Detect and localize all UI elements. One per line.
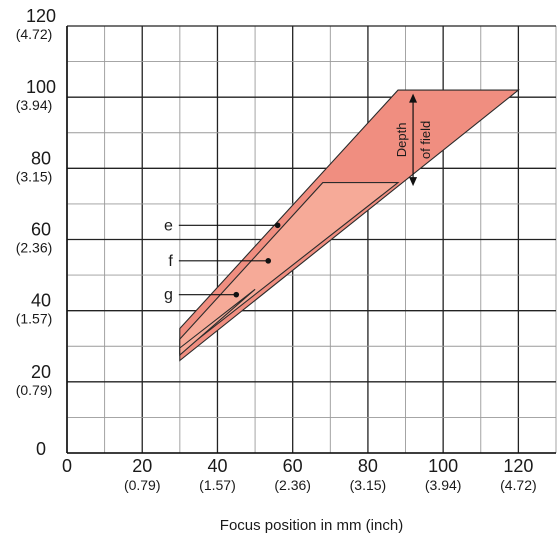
x-tick-sublabel: (0.79) [124,477,161,493]
x-tick-label: 0 [62,456,72,476]
x-tick-label: 60 [283,456,303,476]
x-tick-label: 80 [358,456,378,476]
x-tick-label: 20 [132,456,152,476]
x-tick-label: 40 [207,456,227,476]
marker-label-g: g [164,287,173,304]
dof-label-line1: Depth [394,123,409,158]
area-g [179,288,256,357]
y-tick-label: 60 [31,220,51,240]
x-tick-sublabel: (1.57) [199,477,236,493]
series-markers: e fg [164,217,281,304]
dof-arrow-head-bottom [409,177,418,187]
x-axis-label: Focus position in mm (inch) [220,517,403,534]
y-tick-label: 120 [26,6,56,26]
y-tick-label: 40 [31,291,51,311]
y-tick-sublabel: (2.36) [16,240,53,256]
x-tick-sublabel: (3.15) [350,477,387,493]
dof-arrow-head-top [409,93,418,103]
y-tick-sublabel: (3.15) [16,168,53,184]
tick-labels: 020(0.79)40(1.57)60(2.36)80(3.15)100(3.9… [16,6,537,493]
marker-dot-e [274,222,281,229]
y-tick-label: 100 [26,77,56,97]
area-f [179,182,400,355]
plot-frame [66,26,556,454]
marker-label-f: f [168,253,173,270]
marker-dot-f [265,258,272,264]
x-tick-label: 100 [428,456,458,476]
y-tick-sublabel: (1.57) [16,311,53,327]
x-tick-sublabel: (3.94) [425,477,462,493]
y-tick-label: 0 [36,439,46,459]
y-tick-sublabel: (4.72) [16,26,53,42]
marker-label-e: e [164,217,173,234]
dof-label-line2: of field [418,121,433,159]
depth-of-field-annotation: Depth of field [394,93,433,187]
y-tick-label: 20 [31,362,51,382]
x-tick-sublabel: (2.36) [274,477,311,493]
marker-dot-g [233,291,240,298]
y-tick-sublabel: (0.79) [16,382,53,398]
plot-areas [179,89,520,362]
x-tick-label: 120 [503,456,533,476]
x-tick-sublabel: (4.72) [500,477,537,493]
y-tick-sublabel: (3.94) [16,97,53,113]
y-tick-label: 80 [31,148,51,168]
